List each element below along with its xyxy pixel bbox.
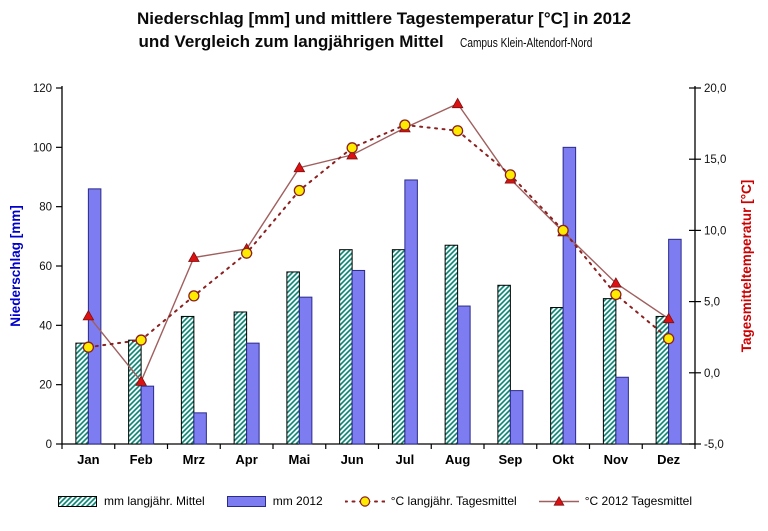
bar-mm-2012-Nov bbox=[615, 376, 629, 445]
bar-mm-langjaehr-Sep bbox=[497, 284, 511, 445]
chart-subtitle-location: Campus Klein-Altendorf-Nord bbox=[459, 35, 593, 51]
bar-mm-2012-Mai bbox=[298, 296, 313, 445]
y-right-tick-label: -5,0 bbox=[704, 439, 724, 451]
marker-circle-c-langjaehr-Jul bbox=[399, 119, 411, 131]
bar-mm-langjaehr-Aug bbox=[444, 244, 459, 445]
y-left-tick-label: 100 bbox=[33, 142, 52, 154]
x-axis-month-label: Nov bbox=[604, 452, 629, 467]
x-axis-month-label: Jul bbox=[395, 452, 414, 467]
chart-title-line2-row: und Vergleich zum langjährigen Mittel Cam… bbox=[0, 31, 768, 53]
x-axis-month-label: Mrz bbox=[183, 452, 206, 467]
x-axis-month-label: Dez bbox=[657, 452, 681, 467]
legend-item-1: mm 2012 bbox=[226, 494, 323, 508]
marker-circle-c-langjaehr-Nov bbox=[610, 288, 622, 301]
legend-label-3: °C 2012 Tagesmittel bbox=[584, 494, 693, 508]
bar-mm-2012-Feb bbox=[140, 385, 155, 445]
y-right-tick-label: 5,0 bbox=[704, 297, 720, 309]
marker-circle-c-langjaehr-Dez bbox=[662, 332, 675, 345]
x-axis-month-label: Apr bbox=[235, 452, 257, 467]
legend-swatch-hatched bbox=[58, 495, 97, 507]
bar-mm-langjaehr-Mai bbox=[286, 271, 300, 445]
legend-swatch-solid-blue bbox=[226, 495, 266, 507]
legend-item-3: °C 2012 Tagesmittel bbox=[538, 494, 693, 508]
y-left-tick-label: 0 bbox=[46, 439, 52, 451]
legend-item-0: mm langjähr. Mittel bbox=[58, 494, 205, 508]
bar-mm-2012-Mrz bbox=[193, 412, 207, 445]
marker-triangle-c-2012-Jun bbox=[346, 148, 359, 160]
chart-legend: mm langjähr. Mittel mm 2012 °C langjähr. T… bbox=[58, 494, 692, 508]
y-left-tick-label: 20 bbox=[39, 380, 52, 392]
marker-circle-c-langjaehr-Mrz bbox=[188, 290, 200, 302]
bar-mm-langjaehr-Okt bbox=[550, 307, 564, 445]
marker-circle-c-langjaehr-Mai bbox=[293, 184, 306, 197]
legend-swatch-solid-red-triangles bbox=[538, 495, 579, 506]
bar-mm-langjaehr-Jul bbox=[391, 249, 406, 445]
marker-triangle-c-2012-Jan bbox=[82, 309, 95, 321]
legend-item-2: °C langjähr. Tagesmittel bbox=[344, 494, 517, 508]
marker-circle-c-langjaehr-Okt bbox=[557, 224, 569, 237]
y-left-tick-label: 60 bbox=[39, 261, 52, 273]
marker-circle-c-langjaehr-Jan bbox=[82, 341, 95, 353]
bar-mm-langjaehr-Jan bbox=[75, 342, 89, 445]
bar-mm-2012-Aug bbox=[457, 305, 471, 445]
x-axis-month-label: Aug bbox=[445, 452, 470, 467]
bar-mm-langjaehr-Jun bbox=[339, 249, 353, 445]
bar-mm-langjaehr-Apr bbox=[233, 311, 248, 445]
bar-mm-langjaehr-Nov bbox=[602, 298, 617, 445]
y-right-tick-label: 20,0 bbox=[704, 83, 726, 95]
marker-circle-c-langjaehr-Apr bbox=[240, 247, 253, 259]
x-axis-month-label: Jun bbox=[341, 452, 364, 467]
x-axis-month-label: Mai bbox=[289, 452, 311, 467]
marker-triangle-c-2012-Dez bbox=[662, 312, 675, 324]
y-right-tick-label: 15,0 bbox=[704, 154, 726, 166]
line-c-2012 bbox=[87, 102, 670, 383]
line-c-langjaehr bbox=[87, 123, 670, 349]
bar-mm-2012-Jun bbox=[351, 269, 366, 445]
bar-mm-langjaehr-Mrz bbox=[180, 315, 195, 445]
chart-title-block: Niederschlag [mm] und mittlere Tagestemp… bbox=[0, 8, 768, 53]
bar-mm-langjaehr-Feb bbox=[128, 339, 142, 445]
marker-triangle-c-2012-Feb bbox=[135, 375, 148, 386]
marker-triangle-c-2012-Aug bbox=[451, 97, 464, 109]
bar-mm-2012-Jul bbox=[404, 179, 418, 445]
y-right-tick-label: 10,0 bbox=[704, 225, 726, 237]
legend-label-1: mm 2012 bbox=[272, 494, 323, 508]
y-left-tick-label: 40 bbox=[39, 320, 52, 332]
marker-triangle-c-2012-Mrz bbox=[187, 251, 200, 262]
legend-swatch-dashed-yellow-circles bbox=[344, 495, 385, 507]
y-right-tick-label: 0,0 bbox=[704, 368, 720, 380]
x-axis-month-label: Feb bbox=[130, 452, 153, 467]
marker-circle-c-langjaehr-Sep bbox=[504, 169, 517, 181]
bar-mm-2012-Apr bbox=[246, 342, 260, 445]
marker-circle-c-langjaehr-Feb bbox=[135, 334, 147, 346]
y-left-tick-label: 120 bbox=[33, 83, 52, 95]
x-axis-month-label: Sep bbox=[498, 452, 522, 467]
legend-label-0: mm langjähr. Mittel bbox=[104, 494, 205, 508]
marker-circle-c-langjaehr-Jun bbox=[346, 142, 358, 154]
bar-mm-2012-Okt bbox=[562, 146, 577, 445]
chart-title-line1: Niederschlag [mm] und mittlere Tagestemp… bbox=[137, 9, 631, 28]
legend-label-2: °C langjähr. Tagesmittel bbox=[390, 494, 517, 508]
y-axis-label-right: Tagesmitteltemperatur [°C] bbox=[739, 180, 754, 352]
x-axis-month-label: Jan bbox=[77, 452, 99, 467]
marker-triangle-c-2012-Mai bbox=[293, 161, 306, 173]
marker-triangle-c-2012-Nov bbox=[609, 277, 622, 288]
y-axis-label-left: Niederschlag [mm] bbox=[8, 205, 23, 327]
y-left-tick-label: 80 bbox=[39, 202, 52, 214]
bar-mm-2012-Sep bbox=[509, 390, 524, 445]
chart-title-line2: und Vergleich zum langjährigen Mittel bbox=[138, 32, 444, 52]
marker-circle-c-langjaehr-Aug bbox=[451, 125, 464, 137]
x-axis-month-label: Okt bbox=[552, 452, 574, 467]
